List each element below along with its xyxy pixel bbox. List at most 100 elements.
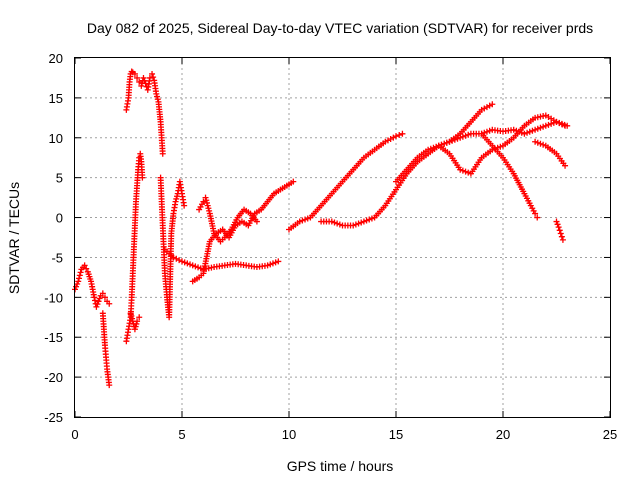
data-point: [128, 68, 135, 75]
data-point: [267, 261, 274, 268]
data-point: [462, 168, 469, 175]
data-point: [510, 126, 517, 133]
data-point: [553, 218, 560, 225]
data-point: [172, 198, 179, 205]
data-point: [334, 220, 341, 227]
data-point: [93, 303, 100, 310]
data-point: [206, 207, 213, 214]
data-point: [94, 301, 101, 308]
data-point: [187, 261, 194, 268]
data-points: [72, 68, 571, 389]
data-point: [462, 132, 469, 139]
data-point: [457, 134, 464, 141]
data-point: [83, 265, 90, 272]
data-point: [328, 218, 335, 225]
data-point: [548, 120, 555, 127]
data-point: [95, 298, 102, 305]
data-point: [532, 126, 539, 133]
data-point: [203, 197, 210, 204]
data-point: [481, 129, 488, 136]
data-point: [336, 221, 343, 228]
data-point: [128, 312, 135, 319]
data-point: [532, 210, 539, 217]
data-point: [559, 121, 566, 128]
data-point: [173, 255, 180, 262]
data-point: [146, 74, 153, 81]
y-tick-label: 15: [49, 91, 63, 106]
data-point: [99, 290, 106, 297]
data-point: [540, 123, 547, 130]
data-point: [542, 122, 549, 129]
data-point: [454, 135, 461, 142]
data-point: [491, 145, 498, 152]
data-point: [77, 269, 84, 276]
y-tick-label: 10: [49, 131, 63, 146]
y-tick-label: 5: [56, 171, 63, 186]
data-point: [459, 133, 466, 140]
data-point: [554, 221, 561, 228]
data-point: [532, 138, 539, 145]
data-point: [534, 139, 541, 146]
data-point: [427, 145, 434, 152]
data-point: [399, 130, 406, 137]
y-tick-label: 0: [56, 211, 63, 226]
data-point: [138, 82, 145, 89]
y-tick-label: 20: [49, 51, 63, 66]
data-point: [363, 217, 370, 224]
data-point: [159, 150, 166, 157]
data-point: [537, 140, 544, 147]
data-point: [204, 202, 211, 209]
data-point: [559, 236, 566, 243]
y-tick-label: -5: [51, 250, 63, 265]
data-point: [521, 130, 528, 137]
chart-title: Day 082 of 2025, Sidereal Day-to-day VTE…: [87, 20, 593, 36]
y-axis-title: SDTVAR / TECUs: [6, 182, 22, 294]
data-point: [81, 262, 88, 269]
data-point: [556, 120, 563, 127]
data-point: [529, 127, 536, 134]
data-point: [534, 125, 541, 132]
data-point: [483, 128, 490, 135]
data-point: [368, 215, 375, 222]
data-point: [366, 216, 373, 223]
data-point: [465, 131, 472, 138]
data-point: [396, 131, 403, 138]
data-point: [557, 230, 564, 237]
data-point: [154, 96, 161, 103]
data-point: [173, 195, 180, 202]
data-point: [534, 214, 541, 221]
data-point: [526, 128, 533, 135]
data-point: [176, 257, 183, 264]
y-tick-label: -15: [44, 330, 63, 345]
data-point: [154, 93, 161, 100]
data-point: [189, 262, 196, 269]
data-point: [195, 264, 202, 271]
data-point: [513, 127, 520, 134]
data-point: [131, 70, 138, 77]
data-point: [132, 323, 139, 330]
data-point: [96, 295, 103, 302]
data-point: [465, 169, 472, 176]
data-point: [134, 318, 141, 325]
y-tick-label: -20: [44, 370, 63, 385]
data-point: [174, 193, 181, 200]
data-point: [449, 137, 456, 144]
data-point: [129, 315, 136, 322]
x-tick-label: 25: [603, 427, 617, 442]
data-point: [192, 263, 199, 270]
data-point: [202, 194, 209, 201]
data-point: [149, 70, 156, 77]
data-point: [134, 74, 141, 81]
data-point: [296, 218, 303, 225]
data-point: [524, 129, 531, 136]
data-point: [545, 121, 552, 128]
data-point: [443, 139, 450, 146]
data-point: [179, 258, 185, 265]
data-point: [76, 275, 83, 282]
data-point: [264, 262, 271, 269]
data-point: [106, 300, 113, 307]
data-point: [331, 219, 338, 226]
grid: [75, 58, 610, 417]
data-point: [518, 129, 525, 136]
